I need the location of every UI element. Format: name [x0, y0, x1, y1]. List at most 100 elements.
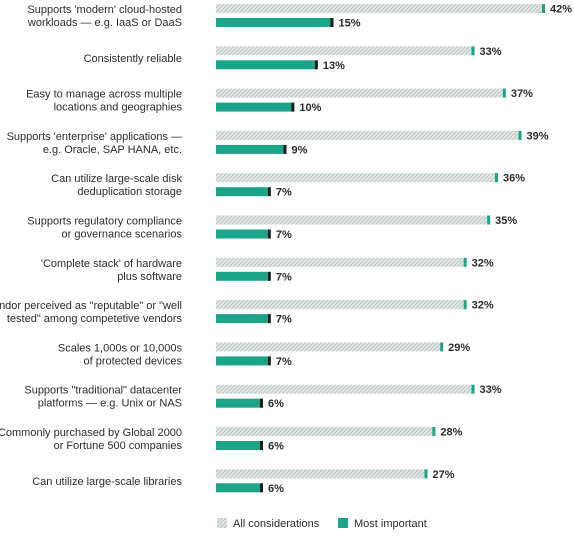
value-label: 7% [276, 229, 292, 241]
category-label-line: e.g. Oracle, SAP HANA, etc. [43, 144, 182, 156]
value-label: 35% [495, 215, 517, 227]
value-label: 27% [433, 469, 455, 481]
bar-all-considerations [216, 427, 433, 436]
value-label: 37% [511, 88, 533, 100]
category-row: Scales 1,000s or 10,000s of protected dev… [58, 342, 471, 368]
category-label-line: Vendor perceived as "reputable" or "well [0, 300, 182, 312]
value-label: 10% [299, 102, 321, 114]
category-label-line: plus software [117, 271, 182, 283]
bar-most-important [216, 441, 260, 450]
value-label: 42% [550, 4, 572, 16]
bar-all-considerations [216, 257, 464, 267]
bar-end-cap [314, 60, 318, 70]
category-label-line: Easy to manage across multiple [26, 89, 182, 101]
category-label-line: Supports regulatory compliance [27, 216, 182, 228]
legend-swatch [338, 518, 348, 528]
bar-most-important [216, 483, 260, 493]
bar-most-important [216, 398, 260, 408]
bar-end-cap [440, 342, 444, 352]
legend: All considerations Most important [217, 518, 427, 530]
bar-end-cap [260, 398, 263, 408]
category-label: Can utilize large-scale libraries [32, 476, 182, 488]
category-row: Easy to manage across multiple locations … [26, 88, 533, 114]
legend-label: Most important [354, 518, 427, 530]
value-label: 7% [276, 271, 292, 283]
category-label-line: Scales 1,000s or 10,000s [58, 342, 183, 354]
bar-end-cap [260, 441, 263, 450]
value-label: 6% [268, 441, 284, 453]
bar-all-considerations [216, 4, 542, 13]
value-label: 32% [472, 300, 494, 312]
category-label: Can utilize large-scale disk deduplicatio… [51, 173, 182, 198]
bar-end-cap [267, 271, 271, 281]
category-label: Supports 'modern' cloud-hosted workloads … [27, 4, 182, 29]
category-label: Vendor perceived as "reputable" or "well… [0, 300, 182, 325]
bar-end-cap [432, 427, 436, 436]
category-label-line: deduplication storage [77, 186, 182, 198]
category-label-line: of protected devices [84, 355, 183, 367]
category-label-line: Can utilize large-scale disk [51, 173, 182, 185]
category-label-line: locations and geographies [54, 102, 183, 114]
category-row: Can utilize large-scale disk deduplicatio… [51, 173, 525, 199]
category-row: Consistently reliable 33% 13% [84, 46, 502, 72]
bar-end-cap [518, 130, 522, 140]
bar-all-considerations [216, 469, 425, 479]
legend-item-all-considerations: All considerations [217, 518, 320, 530]
bar-end-cap [463, 300, 467, 310]
value-label: 28% [440, 427, 462, 439]
bar-all-considerations [216, 300, 464, 310]
bar-most-important [216, 144, 284, 154]
category-label-line: tested" among competetive vendors [7, 313, 183, 325]
category-label: Supports 'enterprise' applications — e.g.… [7, 131, 182, 156]
category-label-line: Can utilize large-scale libraries [32, 476, 182, 488]
bar-all-considerations [216, 130, 519, 140]
category-label-line: 'Complete stack' of hardware [41, 258, 182, 270]
bar-all-considerations [216, 215, 488, 225]
category-label-line: or Fortune 500 companies [54, 440, 183, 452]
bar-all-considerations [216, 173, 495, 183]
bar-end-cap [267, 314, 271, 324]
bar-end-cap [267, 187, 271, 197]
bar-end-cap [291, 102, 295, 112]
legend-label: All considerations [233, 518, 320, 530]
category-label-line: Consistently reliable [84, 53, 182, 65]
category-label-line: Supports 'modern' cloud-hosted [27, 4, 182, 16]
value-label: 33% [480, 46, 502, 58]
value-label: 6% [268, 398, 284, 410]
value-label: 39% [527, 130, 549, 142]
category-row: Supports regulatory compliance or governa… [27, 215, 517, 241]
category-label-line: platforms — e.g. Unix or NAS [38, 398, 182, 410]
bar-end-cap [471, 46, 475, 56]
bar-end-cap [330, 18, 334, 27]
category-label: Consistently reliable [84, 53, 182, 65]
bar-end-cap [260, 483, 263, 493]
bar-all-considerations [216, 88, 503, 98]
bar-end-cap [471, 384, 475, 394]
category-row: Supports 'enterprise' applications — e.g.… [7, 130, 549, 156]
value-label: 29% [448, 342, 470, 354]
chart-rows: Supports 'modern' cloud-hosted workloads … [0, 4, 572, 495]
value-label: 33% [480, 384, 502, 396]
category-label: 'Complete stack' of hardware plus softwar… [41, 258, 182, 283]
category-row: Vendor perceived as "reputable" or "well… [0, 300, 494, 326]
bar-most-important [216, 18, 331, 27]
category-row: Commonly purchased by Global 2000 or Fort… [0, 427, 463, 453]
bar-end-cap [463, 257, 467, 267]
category-label: Commonly purchased by Global 2000 or Fort… [0, 427, 182, 452]
value-label: 7% [276, 314, 292, 326]
category-label-line: Commonly purchased by Global 2000 [0, 427, 182, 439]
bar-end-cap [502, 88, 506, 98]
bar-most-important [216, 229, 268, 239]
bar-end-cap [424, 469, 428, 479]
category-row: Can utilize large-scale libraries 27% 6% [32, 469, 455, 495]
category-label: Supports "traditional" datacenter platfor… [24, 385, 182, 410]
bar-all-considerations [216, 46, 472, 56]
value-label: 9% [292, 144, 308, 156]
value-label: 13% [323, 60, 345, 72]
legend-item-most-important: Most important [338, 518, 427, 530]
value-label: 7% [276, 187, 292, 199]
bar-end-cap [267, 356, 271, 366]
value-label: 36% [503, 173, 525, 185]
bar-most-important [216, 60, 315, 70]
category-label-line: Supports 'enterprise' applications — [7, 131, 182, 143]
